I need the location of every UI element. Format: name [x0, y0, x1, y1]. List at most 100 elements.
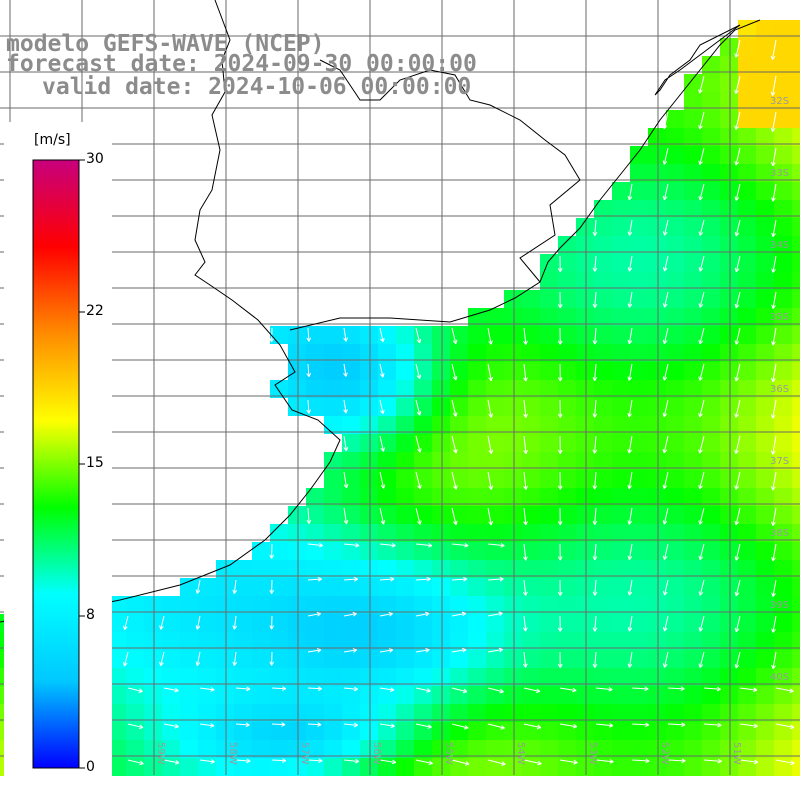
speed-cell — [738, 668, 756, 686]
wind-arrow — [627, 255, 633, 272]
speed-cell — [216, 704, 234, 722]
wind-arrow — [307, 576, 322, 582]
speed-cell — [108, 686, 126, 704]
speed-cell — [756, 308, 774, 326]
speed-cell — [432, 524, 450, 542]
wind-arrow — [487, 723, 505, 730]
speed-cell — [378, 470, 396, 488]
speed-cell — [666, 452, 684, 470]
wind-arrow — [698, 507, 705, 525]
speed-cell — [702, 506, 720, 524]
wind-arrow — [770, 75, 777, 96]
speed-cell — [774, 20, 792, 38]
speed-cell — [684, 344, 702, 362]
speed-cell — [378, 380, 396, 398]
speed-cell — [630, 758, 648, 776]
speed-cell — [738, 506, 756, 524]
speed-cell — [702, 380, 720, 398]
wind-arrow — [487, 327, 493, 345]
wind-arrow — [307, 542, 323, 548]
speed-cell — [252, 758, 270, 776]
speed-cell — [648, 128, 666, 146]
speed-cell — [126, 704, 144, 722]
speed-cell — [522, 578, 540, 596]
speed-cell — [630, 524, 648, 542]
speed-cell — [378, 614, 396, 632]
speed-cell — [612, 272, 630, 290]
wind-arrow — [379, 471, 386, 489]
speed-cell — [360, 398, 378, 416]
speed-cell — [756, 722, 774, 740]
wind-arrow — [627, 183, 633, 201]
speed-cell — [450, 578, 468, 596]
wind-arrow — [523, 687, 541, 694]
speed-cell — [774, 38, 792, 56]
speed-cell — [738, 722, 756, 740]
speed-cell — [450, 668, 468, 686]
speed-cell — [792, 578, 800, 596]
speed-cell — [558, 326, 576, 344]
speed-cell — [558, 236, 576, 254]
speed-cell — [360, 488, 378, 506]
wind-arrow — [269, 615, 275, 630]
speed-cell — [540, 308, 558, 326]
speed-cell — [738, 146, 756, 164]
speed-cell — [738, 596, 756, 614]
speed-cell — [252, 542, 270, 560]
speed-cell — [792, 686, 800, 704]
speed-cell — [414, 542, 432, 560]
speed-cell — [612, 434, 630, 452]
speed-cell — [486, 758, 504, 776]
speed-cell — [144, 686, 162, 704]
speed-cell — [666, 308, 684, 326]
wind-arrow — [557, 435, 563, 454]
speed-cell — [432, 596, 450, 614]
speed-cell — [738, 20, 756, 38]
speed-cell — [648, 542, 666, 560]
speed-cell — [792, 704, 800, 722]
wind-arrow — [523, 759, 542, 766]
speed-cell — [612, 704, 630, 722]
speed-cell — [612, 308, 630, 326]
speed-cell — [594, 452, 612, 470]
speed-cell — [594, 650, 612, 668]
speed-cell — [558, 272, 576, 290]
wind-arrow — [739, 723, 758, 729]
speed-cell — [270, 740, 288, 758]
speed-cell — [756, 38, 774, 56]
speed-cell — [612, 542, 630, 560]
speed-cell — [594, 326, 612, 344]
speed-cell — [738, 452, 756, 470]
speed-cell — [774, 416, 792, 434]
speed-cell — [792, 614, 800, 632]
speed-cell — [612, 182, 630, 200]
speed-cell — [486, 398, 504, 416]
speed-cell — [198, 632, 216, 650]
speed-cell — [522, 380, 540, 398]
wind-arrow — [627, 651, 633, 668]
wind-arrow — [734, 183, 741, 201]
speed-cell — [540, 434, 558, 452]
speed-cell — [540, 560, 558, 578]
speed-cell — [396, 740, 414, 758]
wind-arrow — [235, 686, 251, 692]
speed-cell — [126, 614, 144, 632]
speed-cell — [396, 416, 414, 434]
wind-arrow — [415, 576, 431, 582]
wind-arrow — [698, 327, 705, 345]
speed-cell — [738, 290, 756, 308]
speed-cell — [306, 560, 324, 578]
speed-cell — [342, 452, 360, 470]
speed-cell — [630, 560, 648, 578]
speed-cell — [774, 452, 792, 470]
wind-arrow — [451, 759, 470, 766]
wind-arrow — [592, 615, 598, 632]
wind-arrow — [557, 651, 563, 668]
speed-cell — [702, 308, 720, 326]
speed-cell — [108, 596, 126, 614]
speed-cell — [468, 398, 486, 416]
speed-cell — [468, 416, 486, 434]
wind-arrow — [523, 435, 528, 455]
speed-cell — [468, 722, 486, 740]
speed-cell — [792, 326, 800, 344]
